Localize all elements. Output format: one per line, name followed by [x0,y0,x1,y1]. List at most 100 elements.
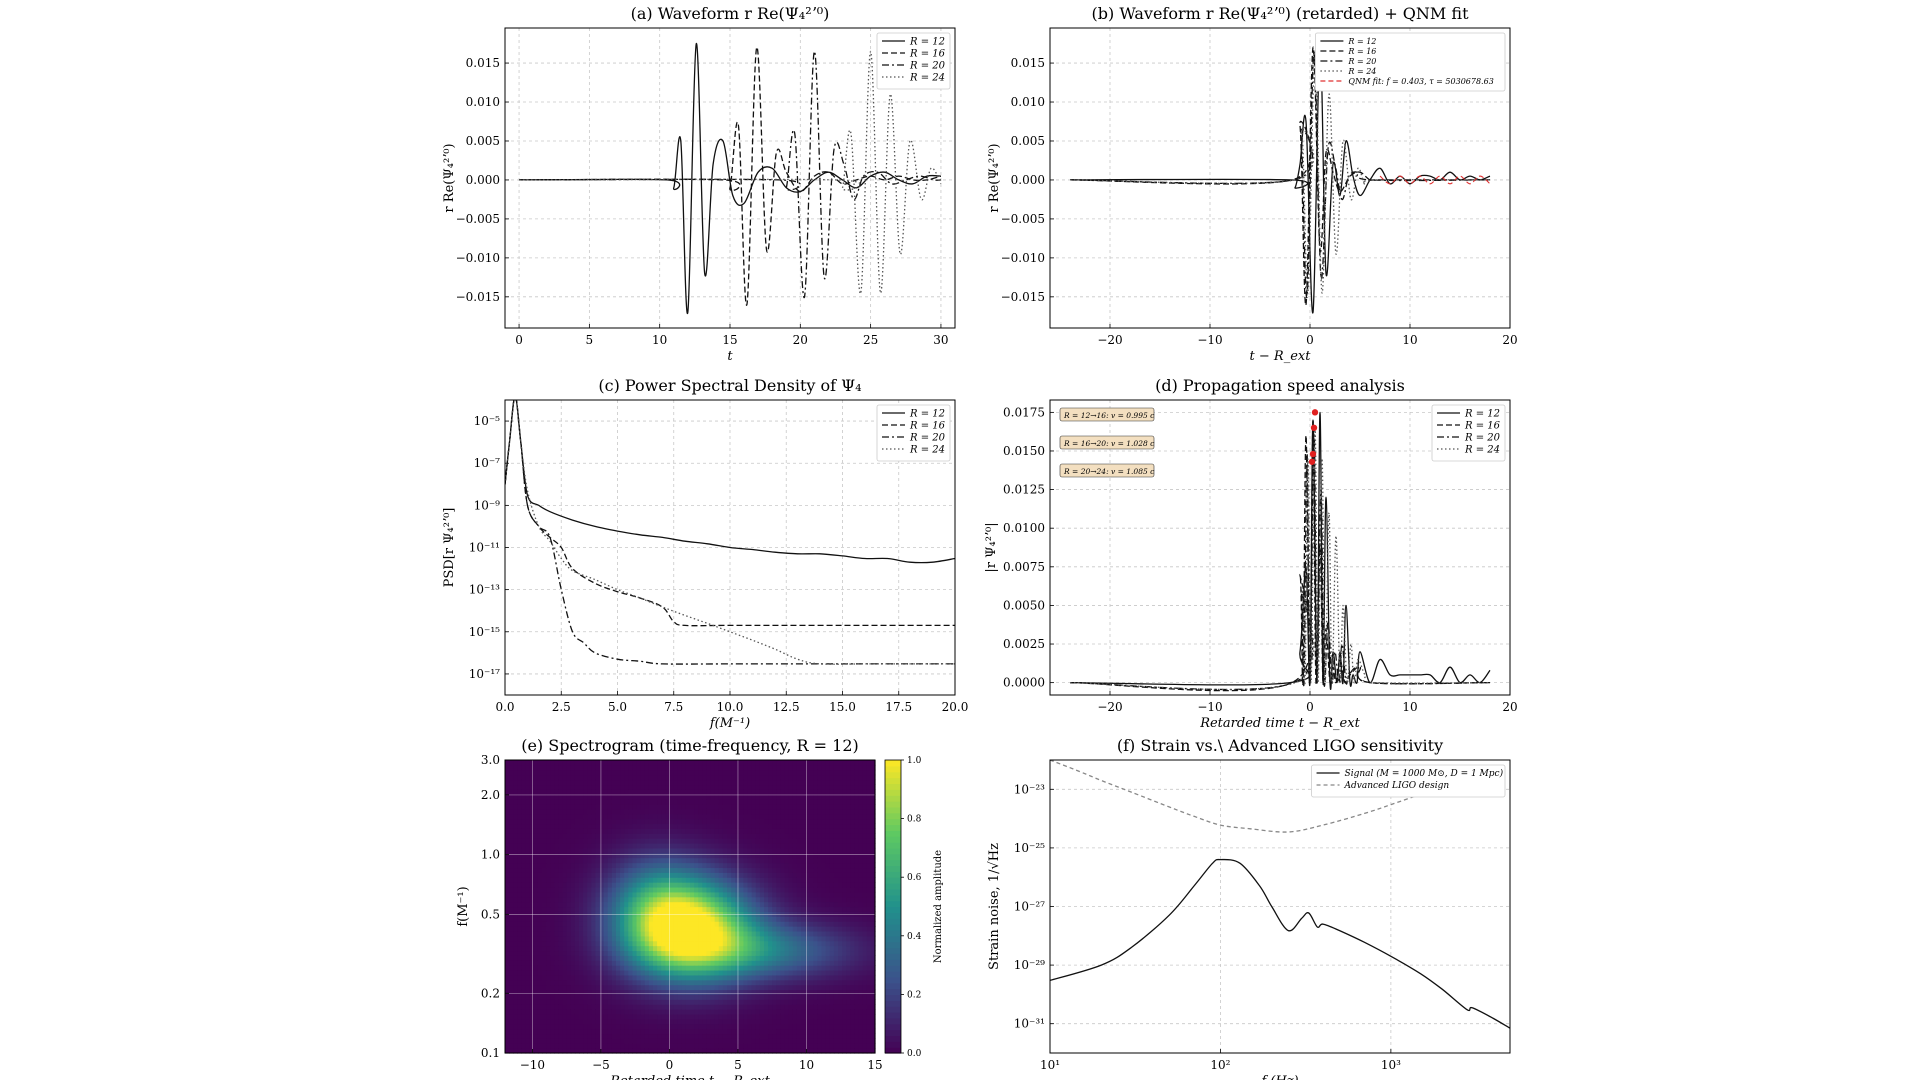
panel-e-heatmap-cell [566,1043,572,1049]
panel-e-heatmap-cell [648,857,654,864]
panel-e-heatmap-cell [685,1048,691,1054]
panel-e-heatmap-cell [525,838,531,844]
panel-e-heatmap-cell [722,1038,728,1044]
panel-e-heatmap-cell [566,862,572,869]
panel-e-heatmap-cell [821,891,827,898]
panel-e-heatmap-cell [694,789,699,795]
panel-e-heatmap-cell [542,1038,547,1044]
panel-e-heatmap-cell [591,852,597,859]
panel-e-heatmap-cell [521,857,527,864]
panel-e-heatmap-cell [579,799,584,805]
panel-e-heatmap-cell [636,847,642,854]
panel-e-heatmap-cell [735,799,740,805]
panel-e-heatmap-cell [665,764,671,771]
panel-e-heatmap-cell [525,818,531,825]
panel-e-heatmap-cell [591,935,597,942]
panel-b-xtick-label: −10 [1197,333,1222,347]
panel-e-heatmap-cell [690,764,695,771]
panel-e-heatmap-cell [718,916,724,922]
panel-e-heatmap-cell [644,1028,650,1035]
panel-e-heatmap-cell [821,965,827,971]
panel-e-heatmap-cell [587,843,592,849]
panel-c-xtick-label: 7.5 [664,700,683,714]
panel-e-heatmap-cell [706,926,712,932]
panel-e-heatmap-cell [743,891,749,898]
panel-e-heatmap-cell [817,886,823,893]
panel-e-heatmap-cell [743,818,749,825]
panel-e-heatmap-cell [669,940,675,947]
panel-e-heatmap-cell [599,965,605,971]
panel-e-heatmap-cell [714,965,720,971]
panel-e-heatmap-cell [665,955,671,961]
panel-e-heatmap-cell [747,823,753,829]
panel-e-heatmap-cell [788,1048,794,1054]
panel-e-heatmap-cell [521,999,527,1005]
panel-e-heatmap-cell [562,906,568,912]
panel-e-heatmap-cell [788,828,794,834]
panel-e-heatmap-cell [599,955,605,961]
panel-e-heatmap-cell [628,896,634,903]
panel-e-heatmap-cell [636,945,642,952]
panel-e-heatmap-cell [722,974,728,981]
panel-e-heatmap-cell [640,886,646,893]
panel-e-heatmap-cell [759,965,765,971]
panel-e-heatmap-cell [562,955,568,961]
panel-e-heatmap-cell [805,955,810,961]
panel-e-heatmap-cell [796,867,802,873]
panel-e-heatmap-cell [677,823,683,829]
panel-e-heatmap-cell [570,945,576,952]
panel-e-heatmap-cell [620,872,625,878]
panel-e-heatmap-cell [537,901,543,908]
panel-e-heatmap-cell [591,974,597,981]
panel-e-heatmap-cell [574,823,580,829]
panel-e-heatmap-cell [583,1004,588,1010]
panel-e-heatmap-cell [570,955,576,961]
panel-e-heatmap-cell [636,935,642,942]
panel-e-heatmap-cell [525,955,531,961]
panel-e-heatmap-cell [591,1043,597,1049]
panel-e-heatmap-cell [718,921,724,927]
panel-e-heatmap-cell [632,784,638,790]
panel-e-heatmap-cell [747,989,753,995]
panel-e-heatmap-cell [533,940,539,947]
panel-e-heatmap-cell [821,1048,827,1054]
panel-e-heatmap-cell [718,862,724,869]
panel-e-heatmap-cell [648,906,654,912]
panel-e-heatmap-cell [768,930,773,937]
panel-e-heatmap-cell [772,828,777,834]
panel-e-heatmap-cell [718,896,724,903]
panel-e-heatmap-cell [521,769,527,776]
panel-e-heatmap-cell [801,891,806,898]
panel-e-heatmap-cell [731,803,736,810]
panel-e-heatmap-cell [735,779,740,786]
panel-e-heatmap-cell [632,808,638,815]
panel-e-heatmap-cell [529,857,535,864]
panel-e-heatmap-cell [533,760,539,766]
panel-e-heatmap-cell [768,784,773,790]
panel-e-heatmap-cell [755,843,761,849]
panel-e-heatmap-cell [813,935,819,942]
panel-e-heatmap-cell [542,843,547,849]
panel-e-heatmap-cell [529,1038,535,1044]
panel-e-heatmap-cell [591,872,597,878]
panel-e-heatmap-cell [599,828,605,834]
panel-e-heatmap-cell [706,818,712,825]
panel-e-heatmap-cell [603,862,609,869]
panel-e-heatmap-cell [620,808,625,815]
panel-e-heatmap-cell [764,784,769,790]
panel-e-heatmap-cell [533,896,539,903]
panel-e-heatmap-cell [817,896,823,903]
panel-e-heatmap-cell [611,799,617,805]
panel-e-heatmap-cell [681,1048,687,1054]
panel-e-heatmap-cell [607,896,613,903]
panel-e-heatmap-cell [681,930,687,937]
panel-e-heatmap-cell [710,882,716,888]
panel-e-heatmap-cell [694,803,699,810]
panel-e-heatmap-cell [764,882,769,888]
panel-e-heatmap-cell [636,852,642,859]
panel-e-heatmap-cell [714,950,720,956]
panel-e-heatmap-cell [813,799,819,805]
panel-e-heatmap-cell [624,803,629,810]
panel-e-heatmap-cell [574,989,580,995]
panel-e-heatmap-cell [739,1009,745,1015]
